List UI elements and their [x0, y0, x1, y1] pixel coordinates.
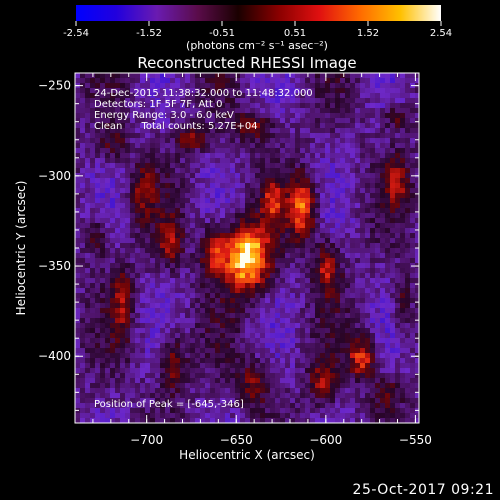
colorbar-units: (photons cm⁻² s⁻¹ asec⁻²) [186, 39, 328, 52]
x-tick-label: −700 [130, 433, 163, 447]
info-time-range: 24-Dec-2015 11:38:32.000 to 11:48:32.000 [94, 88, 313, 99]
colorbar-tick-label: 0.51 [284, 28, 306, 39]
colorbar-tick-label: 2.54 [430, 28, 452, 39]
info-energy-range: Energy Range: 3.0 - 6.0 keV [94, 110, 234, 121]
colorbar-tick-label: -2.54 [63, 28, 89, 39]
render-date: 25-Oct-2017 09:21 [352, 482, 494, 498]
y-tick-label: −300 [38, 169, 71, 183]
x-tick-label: −650 [220, 433, 253, 447]
colorbar [76, 5, 441, 21]
x-tick-label: −550 [399, 433, 432, 447]
info-detectors: Detectors: 1F 5F 7F, Att 0 [94, 99, 222, 110]
observation-info: 24-Dec-2015 11:38:32.000 to 11:48:32.000… [94, 88, 313, 132]
x-axis-label: Heliocentric X (arcsec) [179, 448, 315, 462]
peak-position-label: Position of Peak = [-645,-346] [94, 399, 244, 410]
colorbar-tick-label: -1.52 [136, 28, 162, 39]
y-axis-label: Heliocentric Y (arcsec) [14, 181, 28, 316]
y-tick-label: −250 [38, 79, 71, 93]
axis-ticks: −700 −650 −600 −550 −250 −300 −350 −400 [38, 73, 432, 447]
colorbar-tick-label: 1.52 [357, 28, 379, 39]
rhessi-image [75, 73, 419, 423]
colorbar-ticks: -2.54 -1.52 -0.51 0.51 1.52 2.54 [63, 21, 452, 39]
y-tick-label: −350 [38, 259, 71, 273]
plot-title: Reconstructed RHESSI Image [137, 54, 356, 72]
colorbar-tick-label: -0.51 [209, 28, 235, 39]
y-tick-label: −400 [38, 349, 71, 363]
info-total-counts: Clean Total counts: 5.27E+04 [94, 121, 258, 132]
x-tick-label: −600 [309, 433, 342, 447]
